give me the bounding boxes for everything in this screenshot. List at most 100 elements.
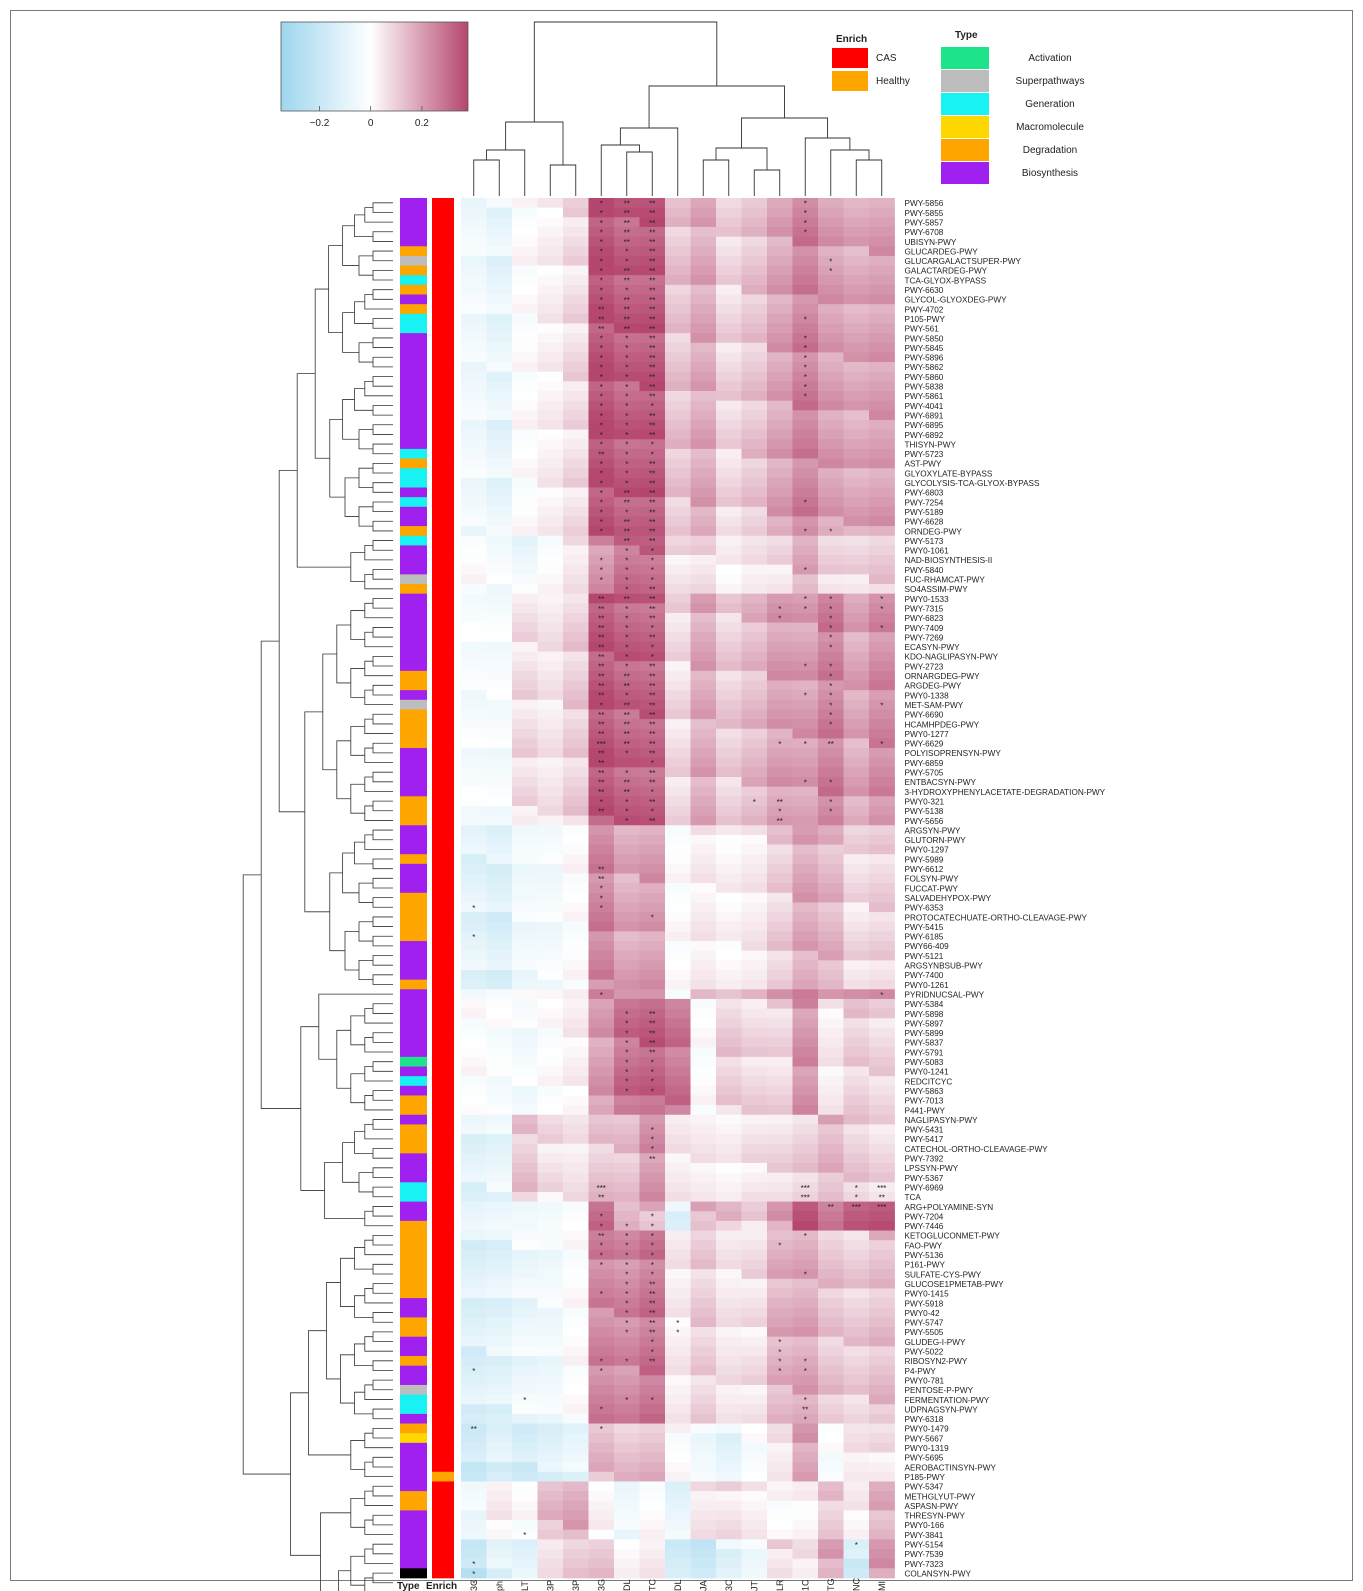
enrich-annotation-cell (432, 690, 454, 701)
heatmap-cell (843, 1317, 870, 1328)
heatmap-cell (690, 883, 717, 894)
heatmap-cell (461, 1105, 487, 1116)
enrich-annotation-cell (432, 815, 454, 826)
significance-mark: * (472, 1579, 475, 1588)
heatmap-cell (767, 1394, 793, 1405)
row-dendrogram-link (344, 931, 359, 971)
heatmap-cell (716, 526, 742, 537)
heatmap-cell (690, 1153, 717, 1164)
heatmap-cell (486, 1365, 513, 1376)
heatmap-cell (639, 516, 666, 527)
heatmap-cell (486, 1404, 513, 1415)
row-label: PWY-5918 (905, 1299, 944, 1308)
heatmap-cell (741, 333, 768, 344)
heatmap-cell (818, 526, 844, 537)
heatmap-cell (843, 1336, 870, 1347)
heatmap-cell (563, 1153, 589, 1164)
heatmap-cell (614, 342, 640, 353)
significance-mark: * (600, 566, 603, 575)
enrich-annotation-cell (432, 1172, 454, 1183)
heatmap-cell (843, 1240, 870, 1251)
heatmap-cell (512, 777, 538, 788)
type-annotation-cell (400, 1568, 427, 1579)
row-dendrogram-link (372, 1148, 393, 1159)
heatmap-cell (792, 1558, 819, 1569)
heatmap-cell (767, 796, 793, 807)
type-annotation-bar (400, 198, 427, 1579)
heatmap-cell (486, 555, 513, 566)
heatmap-cell (588, 1230, 615, 1241)
row-label: PWY-6895 (905, 421, 944, 430)
significance-mark: ** (649, 267, 655, 276)
heatmap-cell (512, 950, 538, 961)
heatmap-cell (843, 699, 870, 710)
heatmap-cell (741, 265, 768, 276)
heatmap-cell (741, 246, 768, 257)
heatmap-cell (588, 506, 615, 517)
heatmap-cell (588, 1317, 615, 1328)
row-dendrogram-link (364, 545, 393, 561)
heatmap-cell (512, 1471, 538, 1482)
significance-mark: * (600, 518, 603, 527)
row-label: PWY-5431 (905, 1126, 944, 1135)
heatmap-cell (512, 198, 538, 209)
heatmap-cell (690, 1172, 717, 1183)
heatmap-cell (639, 863, 666, 874)
heatmap-cell (869, 1056, 895, 1067)
row-label: PWY-6612 (905, 865, 944, 874)
heatmap-cell (461, 1220, 487, 1231)
enrich-annotation-cell (432, 1356, 454, 1367)
type-annotation-cell (400, 226, 427, 237)
heatmap-cell (767, 1481, 793, 1492)
heatmap-cell (614, 226, 640, 237)
column-label: 3G (596, 1579, 606, 1591)
heatmap-cell (665, 1298, 691, 1309)
heatmap-cell (716, 1095, 742, 1106)
heatmap-cell (741, 1008, 768, 1019)
heatmap-cell (869, 883, 895, 894)
heatmap-cell (767, 1134, 793, 1145)
heatmap-cell (792, 284, 819, 295)
significance-mark: ** (649, 1357, 655, 1366)
heatmap-cell (792, 970, 819, 981)
heatmap-cell (690, 226, 717, 237)
heatmap-cell (843, 236, 870, 247)
heatmap-cell (614, 970, 640, 981)
significance-mark: ** (649, 605, 655, 614)
heatmap-cell (741, 1365, 768, 1376)
heatmap-cell (588, 921, 615, 932)
enrich-legend-swatch (832, 48, 868, 68)
heatmap-cell (614, 1346, 640, 1357)
row-dendrogram-link (372, 1003, 393, 1014)
heatmap-cell (869, 1413, 895, 1424)
heatmap-cell (486, 593, 513, 604)
row-dendrogram-link (364, 573, 393, 590)
heatmap-cell (512, 1529, 538, 1540)
heatmap-cell (818, 439, 844, 450)
heatmap-cell (818, 1539, 844, 1550)
heatmap-cell (563, 1269, 589, 1280)
significance-mark: ** (598, 865, 604, 874)
enrich-annotation-cell (432, 584, 454, 595)
heatmap-cell (537, 1327, 564, 1338)
heatmap-cell (639, 883, 666, 894)
significance-mark: ** (598, 807, 604, 816)
heatmap-cell (614, 892, 640, 903)
heatmap-cell (869, 381, 895, 392)
heatmap-cell (563, 526, 589, 537)
heatmap-cell (537, 796, 564, 807)
heatmap-cell (792, 1481, 819, 1492)
heatmap-cell (614, 863, 640, 874)
heatmap-cell (690, 342, 717, 353)
row-label: P105-PWY (905, 315, 946, 324)
heatmap-cell (767, 699, 793, 710)
heatmap-cell (843, 1307, 870, 1318)
heatmap-cell (767, 709, 793, 720)
type-annotation-cell (400, 429, 427, 440)
heatmap-cell (461, 323, 487, 334)
heatmap-cell (792, 1568, 819, 1579)
heatmap-cell (486, 844, 513, 855)
heatmap-cell (563, 468, 589, 479)
significance-mark: * (804, 383, 807, 392)
